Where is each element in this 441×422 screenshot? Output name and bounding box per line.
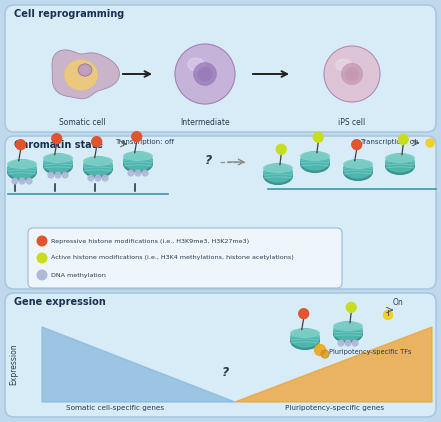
Text: Intermediate: Intermediate: [180, 118, 230, 127]
Circle shape: [352, 140, 362, 149]
Ellipse shape: [301, 155, 329, 173]
Ellipse shape: [344, 160, 372, 168]
Ellipse shape: [188, 58, 204, 71]
Circle shape: [55, 172, 61, 178]
Ellipse shape: [344, 160, 372, 178]
Text: On: On: [393, 298, 404, 307]
Ellipse shape: [7, 163, 36, 180]
Ellipse shape: [336, 59, 351, 71]
Ellipse shape: [386, 157, 414, 174]
Circle shape: [345, 340, 351, 346]
Text: Transcription: off: Transcription: off: [115, 139, 174, 145]
Text: Pluripotency-specific genes: Pluripotency-specific genes: [285, 405, 385, 411]
Ellipse shape: [44, 157, 72, 174]
Ellipse shape: [44, 154, 72, 162]
Text: Chromatin state: Chromatin state: [14, 140, 103, 150]
Ellipse shape: [291, 329, 319, 347]
Ellipse shape: [81, 67, 89, 73]
Circle shape: [52, 134, 62, 143]
Ellipse shape: [334, 322, 363, 340]
Ellipse shape: [334, 322, 363, 330]
Text: Active histone modifications (i.e., H3K4 methylations, histone acetylations): Active histone modifications (i.e., H3K4…: [51, 255, 294, 260]
Polygon shape: [42, 327, 235, 402]
Ellipse shape: [78, 64, 92, 76]
FancyBboxPatch shape: [5, 136, 436, 289]
Ellipse shape: [386, 154, 414, 162]
Circle shape: [352, 340, 358, 346]
Polygon shape: [235, 327, 432, 402]
Circle shape: [12, 178, 18, 184]
Circle shape: [426, 139, 434, 147]
Ellipse shape: [291, 333, 319, 349]
Circle shape: [48, 172, 54, 178]
Text: Somatic cell: Somatic cell: [59, 118, 105, 127]
Circle shape: [338, 340, 344, 346]
Ellipse shape: [44, 154, 72, 172]
Ellipse shape: [301, 152, 329, 160]
Circle shape: [346, 302, 356, 312]
Circle shape: [313, 133, 323, 142]
Text: Expression: Expression: [10, 344, 19, 385]
Circle shape: [198, 67, 213, 81]
Text: Somatic cell-specific genes: Somatic cell-specific genes: [66, 405, 164, 411]
Ellipse shape: [84, 157, 112, 165]
Ellipse shape: [264, 164, 292, 172]
Text: Cell reprogramming: Cell reprogramming: [14, 9, 124, 19]
Ellipse shape: [84, 160, 112, 177]
Text: Repressive histone modifications (i.e., H3K9me3, H3K27me3): Repressive histone modifications (i.e., …: [51, 238, 249, 243]
Circle shape: [95, 175, 101, 181]
Ellipse shape: [386, 154, 414, 172]
Circle shape: [128, 170, 134, 176]
Text: iPS cell: iPS cell: [338, 118, 366, 127]
FancyBboxPatch shape: [5, 293, 436, 417]
Ellipse shape: [84, 157, 112, 175]
Text: DNA methylation: DNA methylation: [51, 273, 106, 278]
Circle shape: [321, 350, 329, 358]
Circle shape: [132, 132, 142, 142]
Ellipse shape: [7, 160, 36, 178]
Circle shape: [135, 170, 141, 176]
Circle shape: [194, 62, 217, 85]
Circle shape: [37, 270, 47, 280]
FancyBboxPatch shape: [28, 228, 342, 288]
Text: Gene expression: Gene expression: [14, 297, 106, 307]
Ellipse shape: [301, 151, 329, 170]
Circle shape: [37, 236, 47, 246]
Circle shape: [142, 170, 148, 176]
Circle shape: [88, 175, 93, 181]
Text: ?: ?: [221, 365, 228, 379]
Ellipse shape: [65, 60, 97, 90]
Circle shape: [92, 137, 101, 146]
Circle shape: [102, 175, 108, 181]
Circle shape: [341, 63, 363, 85]
Circle shape: [16, 140, 26, 149]
Circle shape: [345, 67, 359, 81]
Circle shape: [277, 144, 286, 154]
Ellipse shape: [291, 329, 319, 337]
Ellipse shape: [344, 163, 372, 180]
Text: ?: ?: [204, 154, 212, 167]
FancyBboxPatch shape: [5, 5, 436, 132]
Text: Transcription: on: Transcription: on: [360, 139, 419, 145]
Ellipse shape: [264, 168, 292, 184]
Circle shape: [299, 309, 309, 319]
Ellipse shape: [7, 160, 36, 168]
Circle shape: [314, 344, 325, 355]
Circle shape: [384, 311, 392, 319]
Circle shape: [19, 178, 25, 184]
Polygon shape: [52, 50, 120, 99]
Circle shape: [175, 44, 235, 104]
Circle shape: [37, 253, 47, 263]
Circle shape: [324, 46, 380, 102]
Circle shape: [26, 178, 32, 184]
Ellipse shape: [334, 325, 363, 342]
Ellipse shape: [264, 164, 292, 182]
Circle shape: [62, 172, 68, 178]
Ellipse shape: [123, 151, 152, 170]
Ellipse shape: [123, 155, 152, 173]
Ellipse shape: [123, 152, 152, 160]
Circle shape: [398, 134, 408, 144]
Text: Pluripotency-specific TFs: Pluripotency-specific TFs: [329, 349, 411, 355]
